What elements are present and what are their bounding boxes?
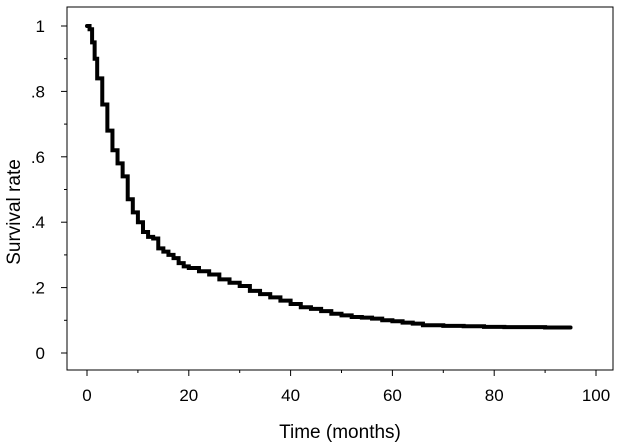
x-axis-title: Time (months)	[279, 422, 401, 443]
y-tick-label: .4	[31, 213, 45, 232]
y-axis-title: Survival rate	[4, 159, 25, 265]
x-tick-label: 0	[82, 386, 91, 405]
x-tick-label: 20	[179, 386, 198, 405]
x-tick-label: 80	[485, 386, 504, 405]
x-tick-label: 100	[582, 386, 610, 405]
y-tick-label: .2	[31, 279, 45, 298]
y-tick-label: 1	[36, 17, 45, 36]
y-tick-label: .6	[31, 148, 45, 167]
survival-curve	[85, 24, 573, 330]
series-layer	[85, 24, 573, 330]
x-axis: 0 20 40 60 80 100	[82, 370, 610, 405]
plot-frame	[66, 6, 614, 371]
x-tick-label: 60	[383, 386, 402, 405]
x-tick-label: 40	[281, 386, 300, 405]
y-tick-label: .8	[31, 82, 45, 101]
y-tick-label: 0	[36, 344, 45, 363]
y-axis: 0 .2 .4 .6 .8 1	[31, 17, 67, 363]
